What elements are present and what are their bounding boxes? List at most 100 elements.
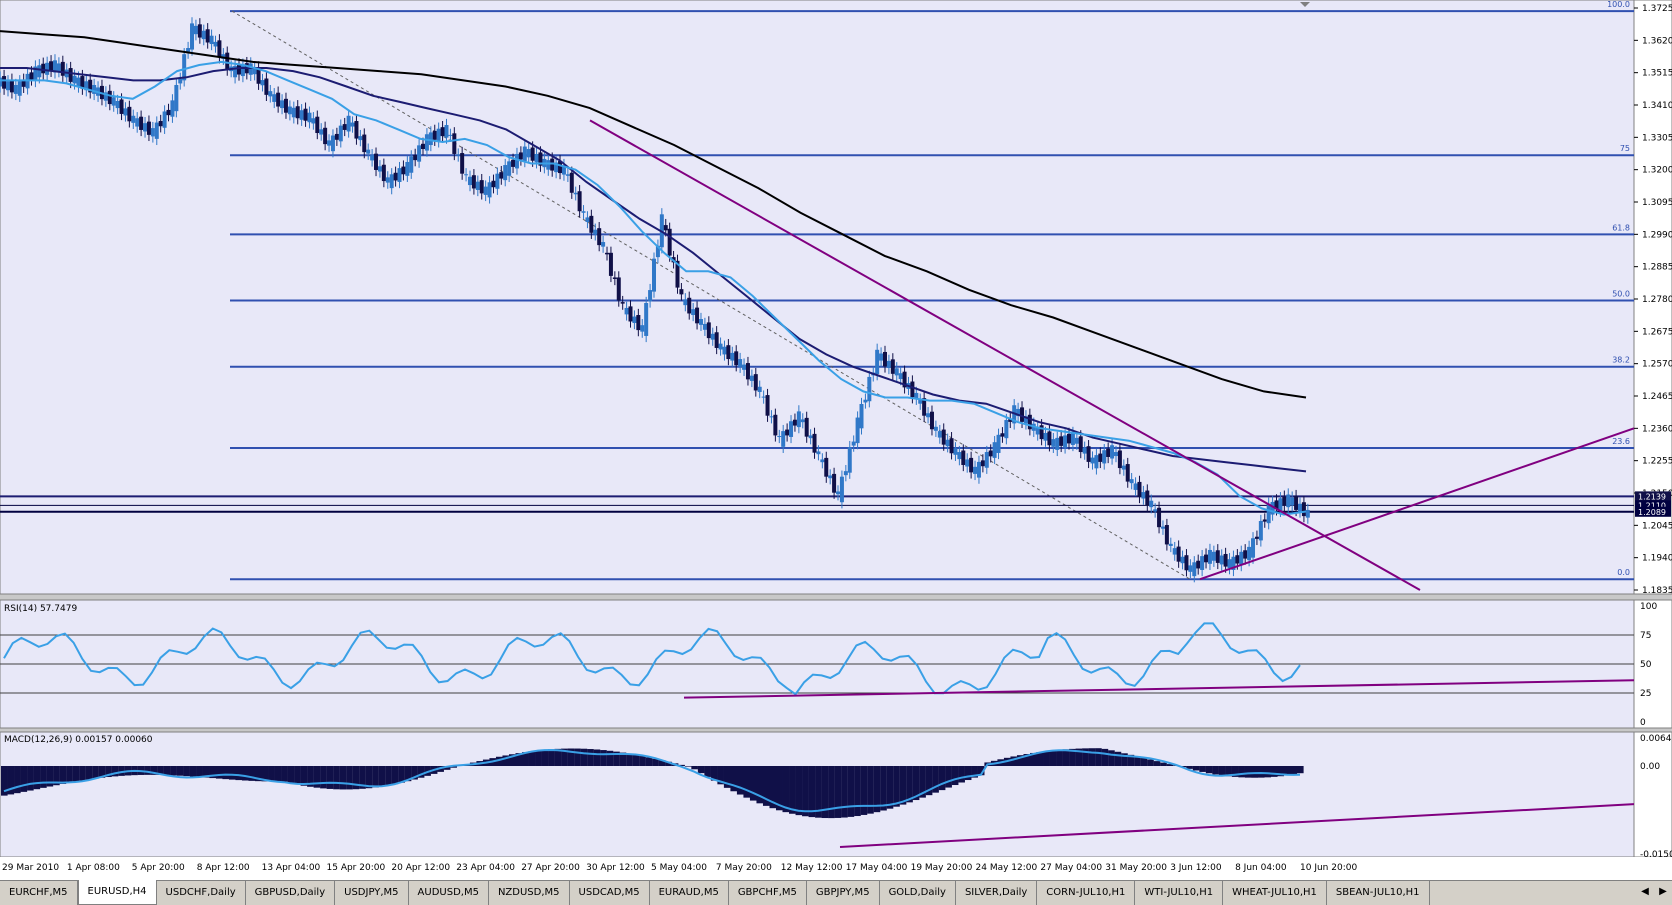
time-tick-label: 8 Jun 04:00 <box>1235 863 1287 873</box>
candle-body <box>358 136 362 140</box>
tab-audusd[interactable]: AUDUSD,M5 <box>409 881 489 905</box>
candle-body <box>45 63 49 75</box>
tab-gbpjpy[interactable]: GBPJPY,M5 <box>807 881 880 905</box>
scroll-right-icon[interactable]: ▶ <box>1654 881 1672 905</box>
macd-histogram-bar <box>34 766 41 789</box>
candle-body <box>163 111 167 127</box>
candle-body <box>1247 547 1251 560</box>
macd-histogram-bar <box>691 766 698 769</box>
candle-body <box>135 118 139 126</box>
candle-body <box>323 128 327 144</box>
macd-histogram-bar <box>164 766 171 775</box>
candle-body <box>194 26 198 34</box>
candle-body <box>300 110 304 120</box>
candle-body <box>946 440 950 446</box>
candle-body <box>801 419 805 422</box>
macd-histogram-bar <box>327 766 334 789</box>
candle-body <box>37 65 41 77</box>
candle-body <box>237 64 241 74</box>
candle-body <box>296 106 300 118</box>
macd-histogram-bar <box>1297 766 1304 773</box>
candle-body <box>1094 455 1098 468</box>
time-tick-label: 30 Apr 12:00 <box>586 863 645 873</box>
candle-body <box>1173 548 1177 554</box>
macd-histogram-bar <box>177 766 184 776</box>
macd-histogram-bar <box>235 766 242 780</box>
candle-body <box>76 78 80 87</box>
candle-body <box>852 442 856 446</box>
candle-body <box>1184 555 1188 570</box>
candle-body <box>953 448 957 454</box>
tab-nzdusd[interactable]: NZDUSD,M5 <box>489 881 570 905</box>
candle-body <box>14 85 18 94</box>
candle-body <box>170 100 174 116</box>
candle-body <box>1044 433 1048 441</box>
candle-body <box>1282 497 1286 506</box>
time-tick-label: 23 Apr 04:00 <box>456 863 515 873</box>
macd-histogram-bar <box>385 766 392 785</box>
tab-silver[interactable]: SILVER,Daily <box>956 881 1037 905</box>
macd-tick-label: -0.0150 <box>1640 850 1672 860</box>
tab-euraud[interactable]: EURAUD,M5 <box>650 881 729 905</box>
macd-histogram-bar <box>288 766 295 783</box>
macd-histogram-bar <box>1206 766 1213 773</box>
tab-usdchf[interactable]: USDCHF,Daily <box>157 881 246 905</box>
macd-histogram-bar <box>594 749 601 766</box>
tab-gbpchf[interactable]: GBPCHF,M5 <box>729 881 807 905</box>
tab-eurusd[interactable]: EURUSD,H4 <box>78 880 157 905</box>
macd-histogram-bar <box>574 749 581 766</box>
macd-title: MACD(12,26,9) 0.00157 0.00060 <box>4 735 153 745</box>
tab-scroll: ◀ ▶ <box>1636 881 1672 905</box>
macd-histogram-bar <box>828 766 835 818</box>
candle-body <box>1141 492 1145 498</box>
candle-body <box>468 177 472 185</box>
candle-body <box>809 435 813 438</box>
tab-gold[interactable]: GOLD,Daily <box>880 881 956 905</box>
candle-body <box>597 228 601 245</box>
candle-body <box>1153 509 1157 511</box>
candle-body <box>1047 431 1051 445</box>
candle-body <box>2 76 6 89</box>
tab-gbpusd[interactable]: GBPUSD,Daily <box>246 881 336 905</box>
candle-body <box>57 63 61 71</box>
candle-body <box>652 259 656 292</box>
candle-body <box>1267 504 1271 523</box>
candle-body <box>460 153 464 174</box>
macd-histogram-bar <box>704 766 711 777</box>
scroll-left-icon[interactable]: ◀ <box>1636 881 1654 905</box>
candle-body <box>648 290 652 301</box>
candle-body <box>789 421 793 437</box>
tab-usdcad[interactable]: USDCAD,M5 <box>570 881 650 905</box>
macd-pane-axis <box>1634 732 1672 857</box>
tab-wheat[interactable]: WHEAT-JUL10,H1 <box>1223 881 1327 905</box>
tab-sbean[interactable]: SBEAN-JUL10,H1 <box>1327 881 1430 905</box>
fib-label: 100.0 <box>1607 0 1630 9</box>
chart-canvas[interactable]: 1.37251.36201.35151.34101.33051.32001.30… <box>0 0 1672 880</box>
candle-body <box>585 217 589 222</box>
candle-body <box>484 187 488 195</box>
candle-body <box>429 132 433 145</box>
tab-wti[interactable]: WTI-JUL10,H1 <box>1135 881 1223 905</box>
time-tick-label: 3 Jun 12:00 <box>1170 863 1222 873</box>
tab-usdjpy[interactable]: USDJPY,M5 <box>335 881 408 905</box>
candle-body <box>722 347 726 355</box>
candle-body <box>816 451 820 454</box>
candle-body <box>370 155 374 160</box>
candle-body <box>730 353 734 361</box>
candle-body <box>382 165 386 181</box>
macd-histogram-bar <box>548 749 555 766</box>
candle-body <box>448 135 452 136</box>
macd-histogram-bar <box>535 750 542 766</box>
candle-body <box>49 61 53 71</box>
candle-body <box>319 129 323 134</box>
rsi-title: RSI(14) 57.7479 <box>4 604 77 614</box>
tab-corn[interactable]: CORN-JUL10,H1 <box>1037 881 1135 905</box>
macd-histogram-bar <box>939 766 946 790</box>
candle-body <box>895 368 899 375</box>
fib-label: 75 <box>1620 144 1630 153</box>
macd-histogram-bar <box>1141 758 1148 766</box>
candle-body <box>938 431 942 437</box>
tab-eurchf[interactable]: EURCHF,M5 <box>0 881 78 905</box>
candle-body <box>253 69 257 74</box>
candle-body <box>139 117 143 130</box>
